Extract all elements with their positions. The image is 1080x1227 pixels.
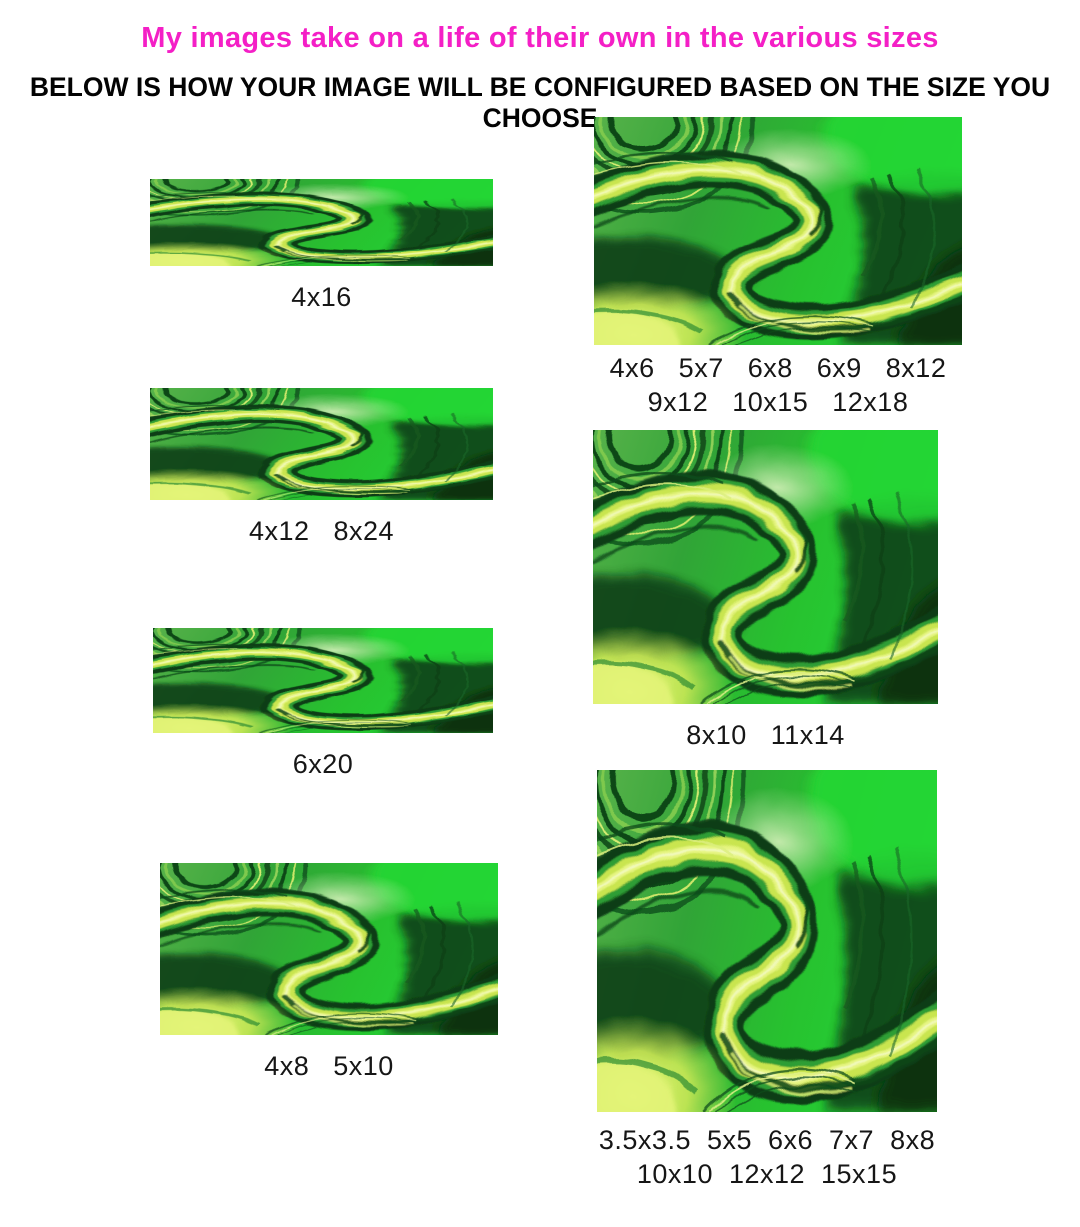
page-subtitle: BELOW IS HOW YOUR IMAGE WILL BE CONFIGUR… [29, 72, 1051, 133]
size-label-line2: 10x10 12x12 15x15 [636, 1159, 898, 1189]
preview-4x16: 4x16 [150, 179, 493, 312]
size-label: 4x6 5x7 6x8 6x9 8x12 9x12 10x15 12x18 [594, 351, 962, 419]
size-label-line2: 9x12 10x15 12x18 [647, 387, 909, 417]
swirl-image-4x8-5x10 [160, 863, 498, 1035]
swirl-image-8x10-11x14 [593, 430, 938, 704]
preview-standard-photo-sizes: 4x6 5x7 6x8 6x9 8x12 9x12 10x15 12x18 [594, 117, 962, 417]
page-title: My images take on a life of their own in… [141, 22, 939, 54]
size-label: 4x12 8x24 [248, 516, 395, 546]
swirl-image-square-sizes [597, 770, 937, 1112]
size-label: 4x16 [291, 282, 352, 312]
preview-square-sizes: 3.5x3.5 5x5 6x6 7x7 8x8 10x10 12x12 15x15 [597, 770, 937, 1189]
size-label-line1: 3.5x3.5 5x5 6x6 7x7 8x8 [598, 1125, 936, 1155]
swirl-image-standard-sizes [594, 117, 962, 345]
swirl-image-6x20 [153, 628, 493, 733]
preview-4x8-5x10: 4x8 5x10 [160, 863, 498, 1081]
size-label: 4x8 5x10 [264, 1051, 394, 1081]
size-label-line1: 4x6 5x7 6x8 6x9 8x12 [609, 353, 947, 383]
swirl-image-4x16 [150, 179, 493, 266]
size-label: 3.5x3.5 5x5 6x6 7x7 8x8 10x10 12x12 15x15 [597, 1123, 937, 1191]
preview-4x12-8x24: 4x12 8x24 [150, 388, 493, 546]
swirl-image-4x12-8x24 [150, 388, 493, 500]
size-label: 6x20 [292, 749, 354, 779]
size-label: 8x10 11x14 [686, 720, 845, 750]
preview-6x20: 6x20 [153, 628, 493, 779]
preview-8x10-11x14: 8x10 11x14 [593, 430, 938, 750]
